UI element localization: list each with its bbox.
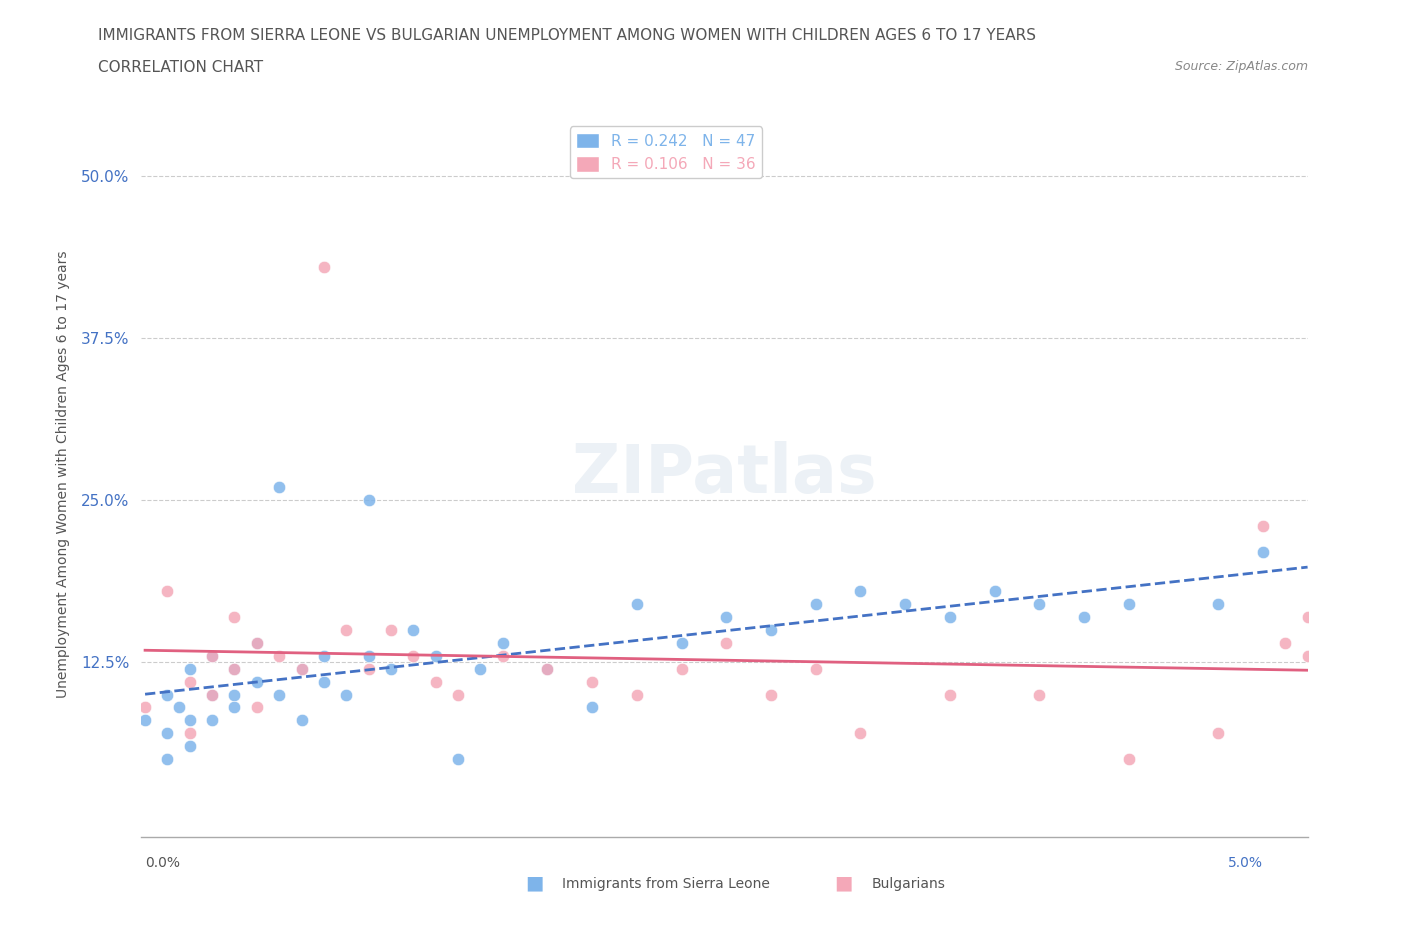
Point — [1296, 648, 1319, 663]
Point — [335, 622, 357, 637]
Point — [939, 609, 962, 624]
Point — [894, 596, 917, 611]
Point — [716, 635, 738, 650]
Point — [447, 751, 470, 766]
Point — [983, 583, 1005, 598]
Text: Immigrants from Sierra Leone: Immigrants from Sierra Leone — [562, 877, 770, 891]
Point — [224, 687, 246, 702]
Text: 5.0%: 5.0% — [1227, 857, 1263, 870]
Point — [804, 596, 827, 611]
Point — [201, 648, 224, 663]
Point — [156, 687, 179, 702]
Point — [1028, 687, 1050, 702]
Point — [357, 493, 380, 508]
Text: ■: ■ — [524, 873, 544, 892]
Point — [269, 648, 291, 663]
Point — [134, 700, 156, 715]
Point — [1206, 596, 1229, 611]
Point — [156, 726, 179, 741]
Point — [290, 661, 312, 676]
Point — [179, 738, 201, 753]
Point — [759, 687, 782, 702]
Point — [380, 622, 402, 637]
Point — [1073, 609, 1095, 624]
Point — [849, 726, 872, 741]
Legend: R = 0.242   N = 47, R = 0.106   N = 36: R = 0.242 N = 47, R = 0.106 N = 36 — [569, 126, 762, 179]
Point — [156, 583, 179, 598]
Point — [224, 661, 246, 676]
Point — [1251, 519, 1274, 534]
Point — [156, 751, 179, 766]
Point — [671, 661, 693, 676]
Text: 0.0%: 0.0% — [145, 857, 180, 870]
Point — [224, 661, 246, 676]
Point — [179, 661, 201, 676]
Point — [1118, 596, 1140, 611]
Point — [425, 674, 447, 689]
Point — [224, 700, 246, 715]
Point — [179, 674, 201, 689]
Point — [939, 687, 962, 702]
Point — [402, 648, 425, 663]
Point — [402, 622, 425, 637]
Point — [804, 661, 827, 676]
Point — [1118, 751, 1140, 766]
Point — [536, 661, 558, 676]
Point — [492, 648, 515, 663]
Point — [581, 700, 603, 715]
Point — [246, 635, 269, 650]
Text: ■: ■ — [834, 873, 853, 892]
Point — [581, 674, 603, 689]
Point — [470, 661, 492, 676]
Point — [357, 661, 380, 676]
Point — [626, 687, 648, 702]
Point — [447, 687, 470, 702]
Point — [335, 687, 357, 702]
Point — [357, 648, 380, 663]
Point — [246, 700, 269, 715]
Point — [312, 674, 335, 689]
Point — [716, 609, 738, 624]
Point — [849, 583, 872, 598]
Point — [1274, 635, 1296, 650]
Point — [179, 726, 201, 741]
Point — [201, 687, 224, 702]
Point — [1251, 545, 1274, 560]
Point — [536, 661, 558, 676]
Point — [626, 596, 648, 611]
Point — [425, 648, 447, 663]
Point — [1296, 609, 1319, 624]
Point — [201, 687, 224, 702]
Point — [246, 674, 269, 689]
Point — [201, 713, 224, 728]
Point — [492, 635, 515, 650]
Point — [134, 713, 156, 728]
Point — [269, 480, 291, 495]
Text: CORRELATION CHART: CORRELATION CHART — [98, 60, 263, 75]
Y-axis label: Unemployment Among Women with Children Ages 6 to 17 years: Unemployment Among Women with Children A… — [56, 250, 70, 698]
Point — [269, 687, 291, 702]
Text: Bulgarians: Bulgarians — [872, 877, 946, 891]
Point — [201, 648, 224, 663]
Point — [312, 648, 335, 663]
Text: IMMIGRANTS FROM SIERRA LEONE VS BULGARIAN UNEMPLOYMENT AMONG WOMEN WITH CHILDREN: IMMIGRANTS FROM SIERRA LEONE VS BULGARIA… — [98, 28, 1036, 43]
Point — [290, 661, 312, 676]
Text: ZIPatlas: ZIPatlas — [572, 442, 876, 507]
Point — [179, 713, 201, 728]
Point — [759, 622, 782, 637]
Point — [290, 713, 312, 728]
Point — [167, 700, 190, 715]
Point — [1028, 596, 1050, 611]
Point — [671, 635, 693, 650]
Point — [224, 609, 246, 624]
Point — [246, 635, 269, 650]
Point — [1206, 726, 1229, 741]
Point — [312, 259, 335, 274]
Point — [380, 661, 402, 676]
Text: Source: ZipAtlas.com: Source: ZipAtlas.com — [1174, 60, 1308, 73]
